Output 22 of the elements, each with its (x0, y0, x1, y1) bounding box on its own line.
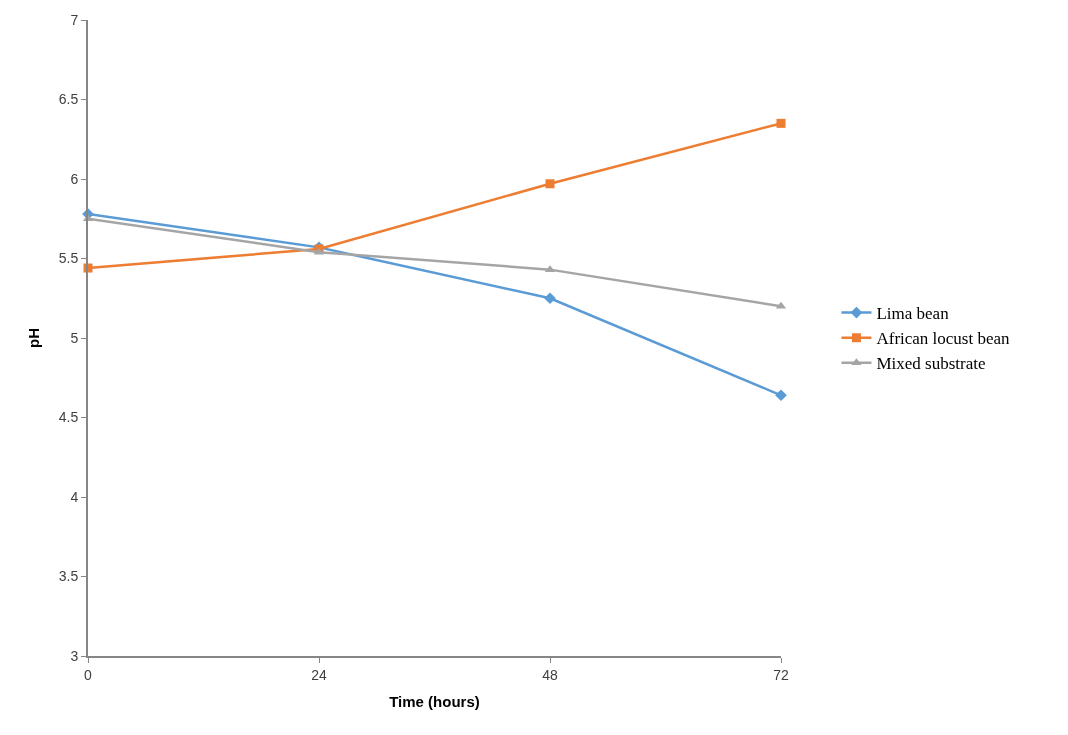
point (544, 292, 556, 305)
x-tick-label: 24 (311, 666, 327, 683)
y-tick-label: 7 (70, 11, 79, 28)
y-tick-label: 4.5 (58, 409, 79, 426)
x-tick-label: 72 (773, 666, 789, 683)
y-tick-label: 3.5 (58, 568, 79, 585)
point (775, 389, 787, 402)
legend-label: Mixed substrate (876, 354, 986, 374)
x-tick-label: 0 (84, 666, 93, 683)
y-tick-label: 6 (70, 170, 79, 187)
point (776, 118, 786, 128)
y-tick-label: 5.5 (58, 250, 79, 267)
y-tick-label: 5 (70, 329, 79, 346)
x-axis-title: Time (hours) (389, 693, 480, 711)
point (545, 179, 555, 189)
legend-label: Lima bean (876, 304, 950, 324)
y-tick-label: 6.5 (58, 91, 79, 108)
x-tick-label: 48 (542, 666, 558, 683)
y-tick-label: 3 (70, 647, 79, 664)
y-tick-label: 4 (70, 488, 79, 505)
y-axis-title: pH (25, 328, 43, 348)
legend-label: African locust bean (876, 329, 1011, 349)
